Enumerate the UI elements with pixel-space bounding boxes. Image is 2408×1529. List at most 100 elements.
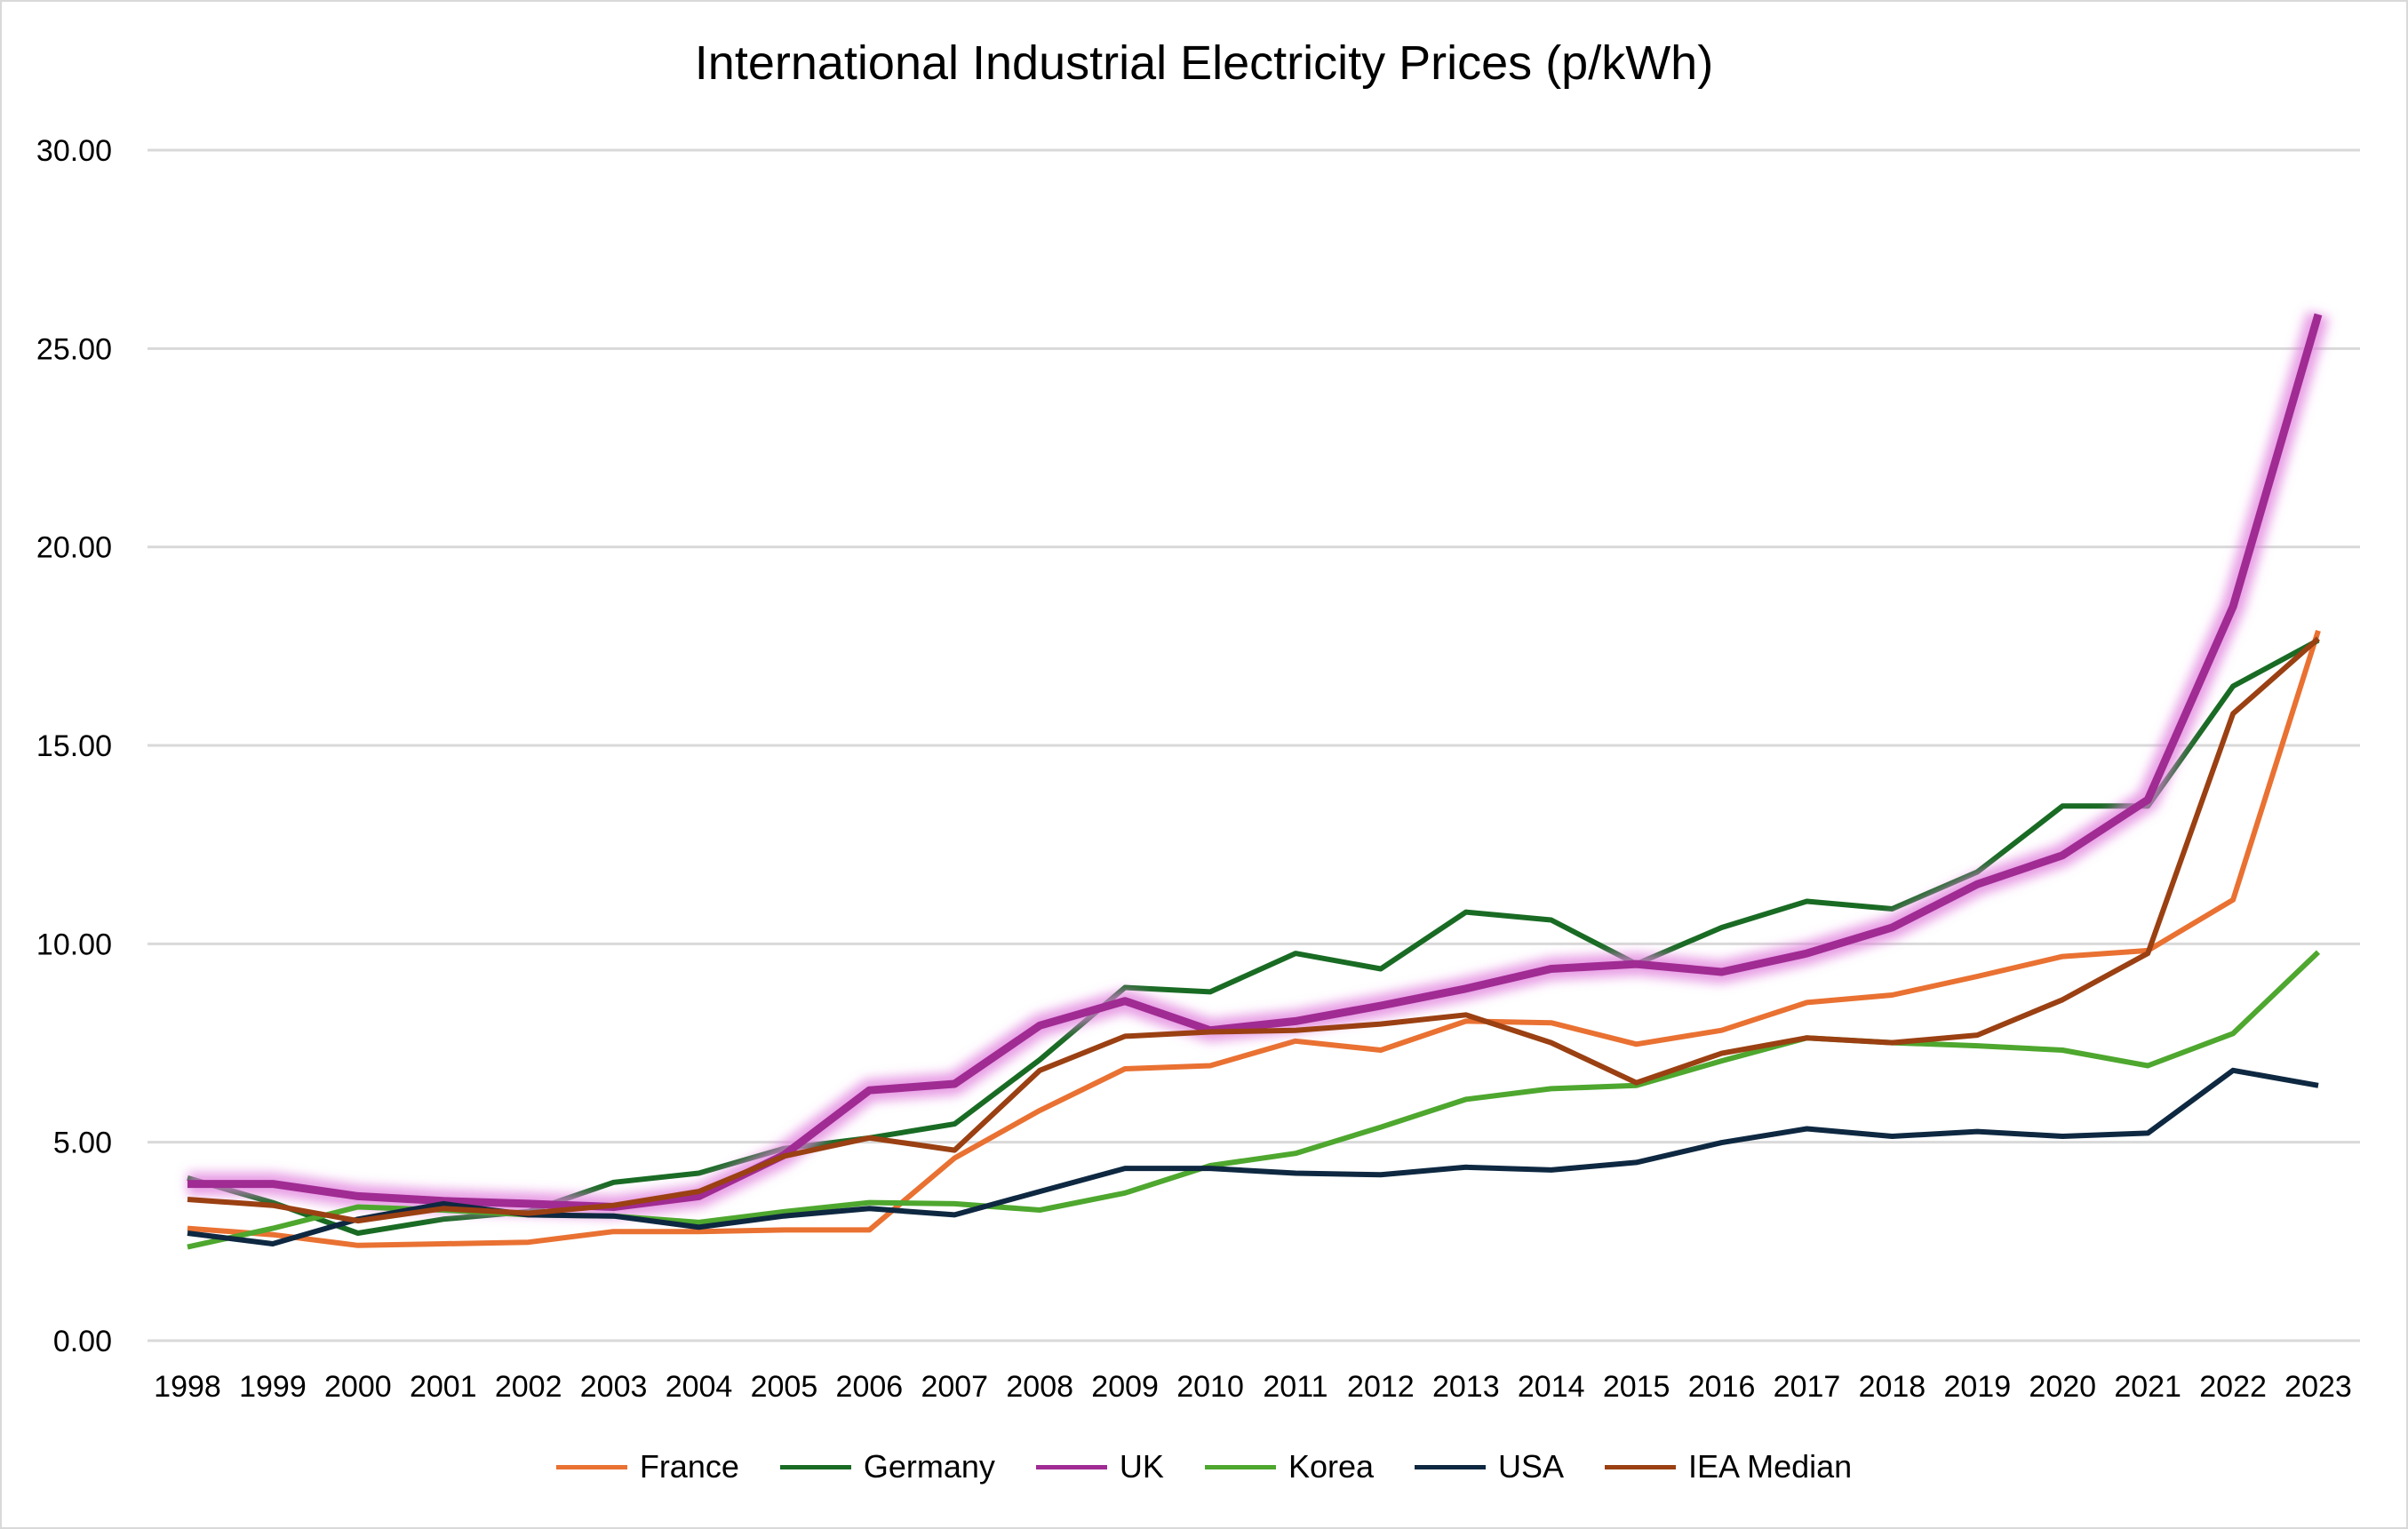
- data-point: [1380, 1174, 1382, 1175]
- data-point: [1721, 1053, 1723, 1055]
- data-point: [1636, 1082, 1638, 1084]
- data-point: [1806, 1001, 1807, 1003]
- data-point: [1039, 1191, 1041, 1192]
- legend-label: France: [639, 1448, 739, 1485]
- data-point: [1891, 927, 1893, 928]
- data-point: [698, 1226, 700, 1228]
- data-point: [443, 1218, 444, 1220]
- data-point: [1551, 920, 1552, 921]
- data-point: [698, 1191, 700, 1192]
- data-point: [1039, 1024, 1041, 1026]
- data-point: [2061, 1135, 2063, 1137]
- legend-swatch: [1415, 1464, 1487, 1469]
- data-point: [1295, 1020, 1296, 1022]
- x-tick-label: 2002: [495, 1370, 562, 1404]
- data-point: [1636, 963, 1638, 965]
- legend-item: IEA Median: [1605, 1448, 1852, 1485]
- data-point: [953, 1150, 955, 1151]
- data-point: [2147, 799, 2149, 800]
- data-point: [2061, 956, 2063, 958]
- data-point: [613, 1215, 615, 1217]
- data-point: [1124, 986, 1126, 988]
- data-point: [698, 1222, 700, 1223]
- x-tick-label: 2011: [1263, 1370, 1328, 1404]
- data-point: [868, 1202, 870, 1204]
- x-tick-label: 2021: [2114, 1370, 2181, 1404]
- x-tick-label: 2013: [1432, 1370, 1500, 1404]
- data-point: [1976, 1131, 1978, 1133]
- x-tick-label: 2015: [1603, 1370, 1670, 1404]
- series-line-usa: [187, 1067, 2319, 1246]
- data-point: [1891, 908, 1893, 910]
- legend-swatch: [1035, 1464, 1107, 1469]
- data-point: [868, 1207, 870, 1209]
- y-tick-label: 15.00: [36, 729, 112, 763]
- data-point: [2317, 314, 2319, 315]
- data-point: [1721, 1030, 1723, 1031]
- data-point: [357, 1232, 359, 1234]
- x-tick-label: 2018: [1859, 1370, 1926, 1404]
- data-point: [1039, 1110, 1041, 1111]
- data-point: [1465, 1020, 1467, 1022]
- x-tick-label: 2022: [2199, 1370, 2267, 1404]
- x-tick-label: 2001: [410, 1370, 477, 1404]
- data-point: [357, 1195, 359, 1197]
- data-point: [2232, 606, 2234, 608]
- data-point: [1636, 1161, 1638, 1163]
- data-point: [1209, 1064, 1211, 1066]
- data-point: [1039, 1070, 1041, 1071]
- data-point: [953, 1158, 955, 1159]
- x-tick-label: 2007: [921, 1370, 988, 1404]
- data-point: [1124, 1000, 1126, 1002]
- data-point: [1551, 1087, 1552, 1089]
- data-point: [1380, 1049, 1382, 1051]
- data-point: [1209, 991, 1211, 992]
- data-point: [1124, 1192, 1126, 1194]
- data-point: [1465, 1014, 1467, 1015]
- data-point: [698, 1195, 700, 1197]
- data-point: [2232, 685, 2234, 687]
- y-tick-label: 25.00: [36, 332, 112, 366]
- data-point: [783, 1155, 785, 1157]
- data-point: [1465, 988, 1467, 990]
- data-point: [783, 1229, 785, 1230]
- y-tick-label: 5.00: [53, 1127, 112, 1160]
- data-point: [1891, 1135, 1893, 1137]
- data-point: [187, 1232, 188, 1234]
- data-point: [1295, 1152, 1296, 1154]
- data-point: [1209, 1167, 1211, 1169]
- x-tick-label: 2003: [580, 1370, 648, 1404]
- data-point: [528, 1203, 530, 1205]
- data-point: [2061, 855, 2063, 856]
- data-point: [357, 1220, 359, 1222]
- x-tick-label: 2006: [836, 1370, 904, 1404]
- data-point: [2061, 999, 2063, 1000]
- y-tick-label: 0.00: [53, 1325, 112, 1358]
- data-point: [1551, 968, 1552, 969]
- legend-item: Germany: [779, 1448, 995, 1485]
- data-point: [698, 1230, 700, 1232]
- legend-item: UK: [1035, 1448, 1164, 1485]
- data-point: [528, 1241, 530, 1243]
- data-point: [1295, 1030, 1296, 1031]
- data-point: [2232, 1032, 2234, 1034]
- data-point: [1806, 901, 1807, 903]
- legend-item: Korea: [1204, 1448, 1374, 1485]
- x-tick-label: 2012: [1347, 1370, 1415, 1404]
- data-point: [783, 1211, 785, 1213]
- series-line-germany: [187, 637, 2320, 1236]
- data-point: [272, 1234, 274, 1236]
- data-point: [1806, 952, 1807, 954]
- x-tick-label: 2005: [751, 1370, 818, 1404]
- data-point: [1039, 1059, 1041, 1061]
- legend-label: Germany: [863, 1448, 995, 1485]
- x-tick-label: 2017: [1774, 1370, 1841, 1404]
- data-point: [2317, 952, 2319, 953]
- x-tick-label: 2008: [1006, 1370, 1073, 1404]
- data-point: [2147, 1132, 2149, 1134]
- data-point: [1124, 1167, 1126, 1169]
- data-point: [1551, 1042, 1552, 1044]
- data-point: [2317, 630, 2319, 632]
- x-tick-label: 2019: [1943, 1370, 2011, 1404]
